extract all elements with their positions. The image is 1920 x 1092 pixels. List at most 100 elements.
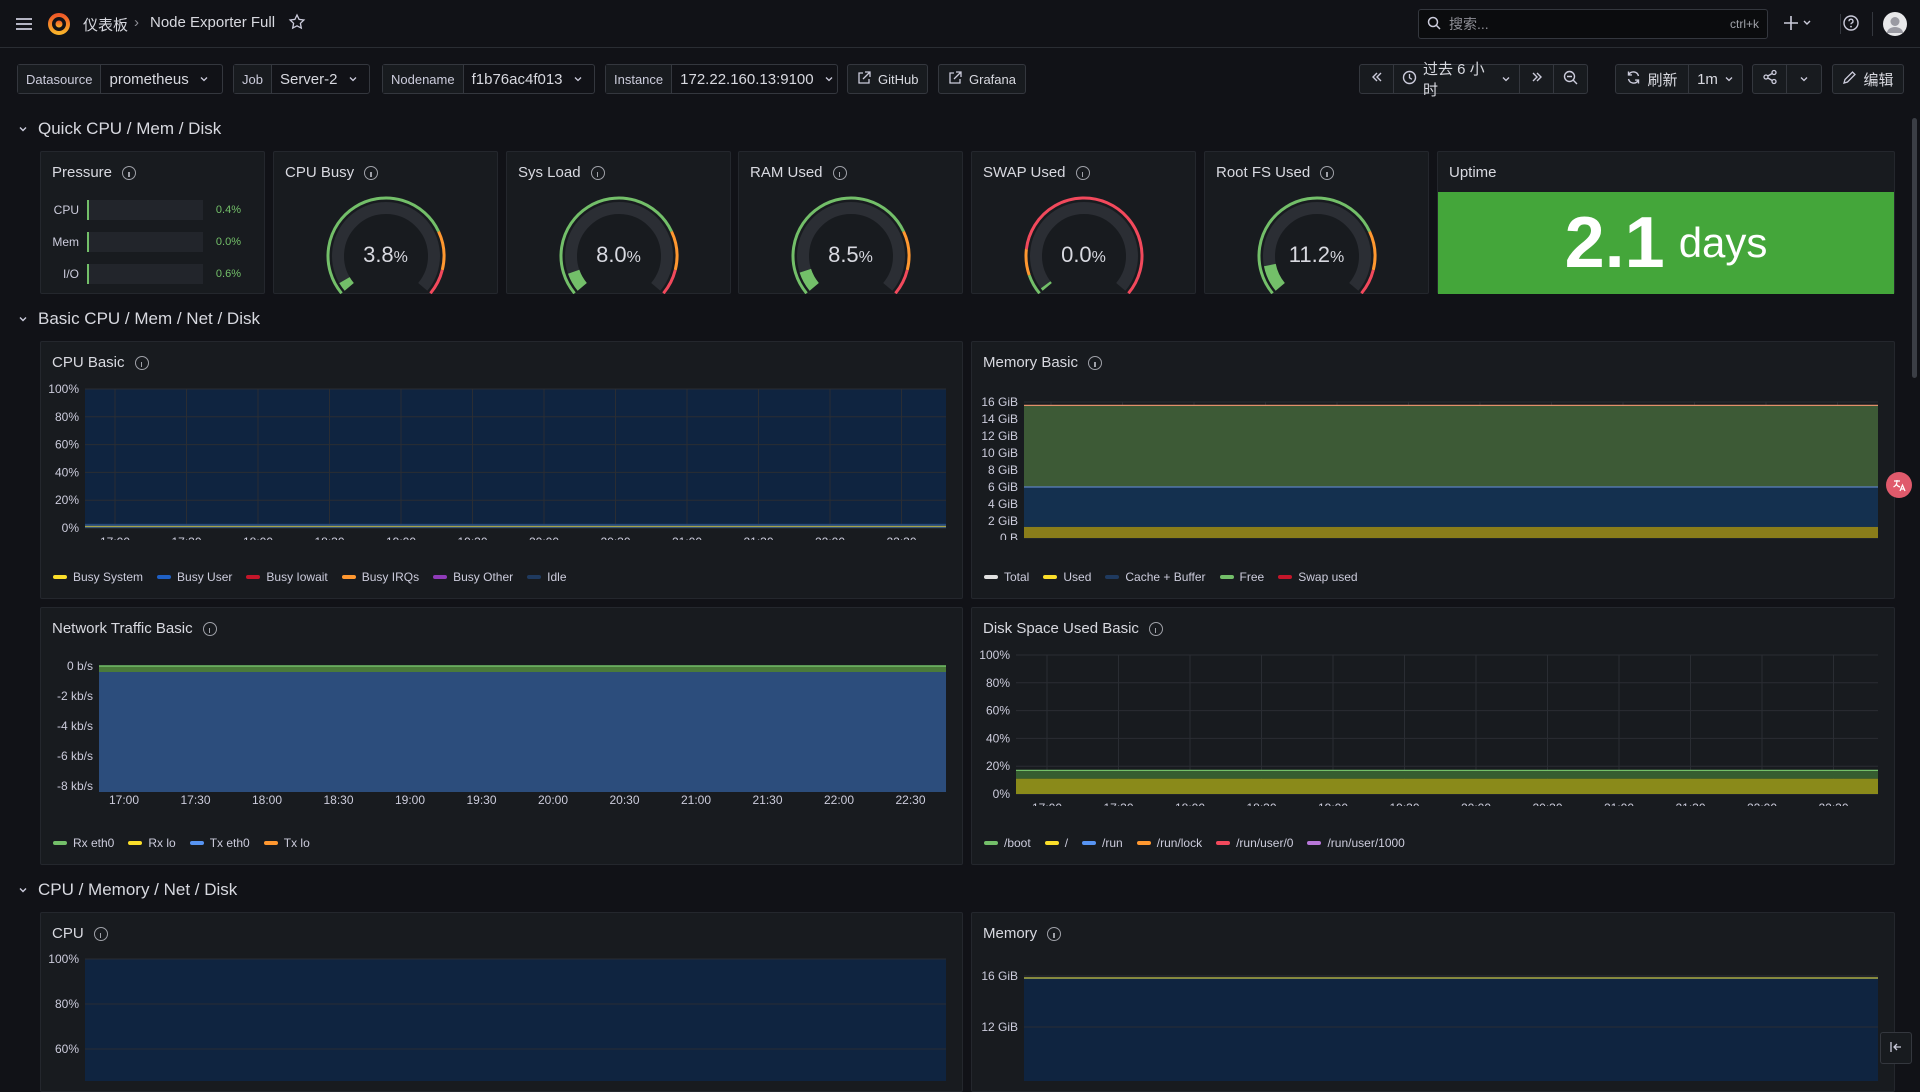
user-avatar[interactable] (1883, 12, 1907, 36)
uptime-stat: 2.1 days (1438, 192, 1894, 294)
gauge-threshold-arc (559, 196, 673, 294)
info-icon[interactable] (202, 621, 217, 636)
x-tick-label: 19:30 (457, 535, 487, 540)
info-icon[interactable] (364, 165, 379, 180)
legend-item[interactable]: Cache + Buffer (1105, 570, 1206, 584)
chevron-down-icon (1501, 71, 1511, 88)
legend-label: Tx eth0 (209, 836, 250, 850)
legend-swatch (1043, 575, 1058, 579)
star-icon[interactable] (288, 13, 306, 31)
toolbar-divider-2 (1872, 12, 1873, 36)
pressure-label: Mem (52, 235, 79, 249)
time-shift-back-button[interactable] (1359, 64, 1394, 94)
info-icon[interactable] (832, 165, 847, 180)
variable-job[interactable]: Job Server-2 (233, 64, 370, 94)
info-icon[interactable] (93, 926, 108, 941)
variable-instance[interactable]: Instance 172.22.160.13:9100 (605, 64, 838, 94)
x-tick-label: 20:30 (600, 535, 630, 540)
info-icon[interactable] (1075, 165, 1090, 180)
idle-area (85, 389, 946, 528)
legend-label: Rx eth0 (73, 836, 115, 850)
legend-label: /run (1102, 836, 1123, 850)
info-icon[interactable] (134, 355, 149, 370)
row-quick-header[interactable]: Quick CPU / Mem / Disk (18, 119, 221, 139)
gauge-threshold-arc (894, 269, 909, 294)
legend-item[interactable]: Busy IRQs (341, 570, 419, 584)
legend-item[interactable]: Idle (527, 570, 567, 584)
info-icon[interactable] (122, 165, 137, 180)
network-basic-chart: 0 b/s -2 kb/s -4 kb/s -6 kb/s -8 kb/s 17:00 17… (57, 659, 946, 806)
legend-item[interactable]: Tx eth0 (189, 836, 250, 850)
info-icon[interactable] (1148, 621, 1163, 636)
grafana-link-button[interactable]: Grafana (938, 64, 1026, 94)
legend-item[interactable]: Busy Other (433, 570, 513, 584)
y-tick-label: 20% (986, 759, 1010, 773)
y-tick-label: 8 GiB (988, 463, 1018, 477)
info-icon[interactable] (1320, 165, 1335, 180)
github-link-button[interactable]: GitHub (847, 64, 929, 94)
legend-item[interactable]: Busy Iowait (246, 570, 328, 584)
add-icon[interactable] (1784, 14, 1814, 32)
gauge-unit: % (1329, 249, 1345, 266)
gauge-threshold-arc (1257, 196, 1371, 294)
gauge-unit: % (393, 249, 408, 266)
y-tick-label: -2 kb/s (57, 689, 93, 703)
info-icon[interactable] (590, 165, 605, 180)
row-basic-header[interactable]: Basic CPU / Mem / Net / Disk (18, 309, 260, 329)
legend-item[interactable]: Busy User (157, 570, 232, 584)
y-tick-label: 10 GiB (981, 446, 1018, 460)
gauge-value-arc (568, 269, 587, 291)
external-link-icon (857, 70, 871, 88)
share-options-button[interactable] (1786, 64, 1822, 94)
gauge-threshold-arc (1027, 274, 1041, 294)
legend-item[interactable]: Rx eth0 (53, 836, 114, 850)
legend-label: /run/lock (1156, 836, 1203, 850)
legend-item[interactable]: Total (984, 570, 1029, 584)
legend-item[interactable]: /run/lock (1136, 836, 1203, 850)
legend-item[interactable]: Rx lo (128, 836, 176, 850)
legend-swatch (53, 575, 67, 579)
breadcrumb-home[interactable]: 仪表板 (83, 17, 129, 34)
share-button[interactable] (1752, 64, 1787, 94)
legend-item[interactable]: Busy System (53, 570, 143, 584)
legend-item[interactable]: Used (1043, 570, 1091, 584)
legend-item[interactable]: /run/user/1000 (1307, 836, 1405, 850)
grafana-logo-icon[interactable] (47, 12, 71, 36)
y-tick-label: 20% (55, 493, 79, 507)
legend-swatch (263, 841, 278, 845)
pressure-row-mem: Mem 0.0% (49, 232, 241, 252)
refresh-button[interactable]: 刷新 (1615, 64, 1689, 94)
pencil-icon (1842, 70, 1857, 89)
legend-item[interactable]: Tx lo (263, 836, 310, 850)
refresh-interval-picker[interactable]: 1m (1688, 64, 1743, 94)
refresh-icon (1626, 70, 1641, 89)
search-input[interactable]: 搜索... ctrl+k (1418, 9, 1768, 39)
legend-label: Used (1063, 570, 1092, 584)
variable-nodename[interactable]: Nodename f1b76ac4f013 (382, 64, 595, 94)
legend-item[interactable]: / (1044, 836, 1068, 850)
time-range-picker[interactable]: 过去 6 小时 (1393, 61, 1520, 99)
info-icon[interactable] (1088, 355, 1103, 370)
chevron-down-icon (199, 71, 209, 88)
menu-icon[interactable] (12, 12, 36, 36)
legend-item[interactable]: /boot (984, 836, 1031, 850)
row-detail-header[interactable]: CPU / Memory / Net / Disk (18, 880, 237, 900)
info-icon[interactable] (1047, 926, 1062, 941)
pressure-bar-fill (87, 200, 89, 220)
variable-datasource[interactable]: Datasource prometheus (17, 64, 223, 94)
scrollbar[interactable] (1912, 118, 1917, 378)
time-shift-forward-button[interactable] (1519, 64, 1554, 94)
collapse-panel-button[interactable] (1880, 1032, 1912, 1064)
legend-item[interactable]: /run/user/0 (1216, 836, 1293, 850)
zoom-out-button[interactable] (1553, 64, 1588, 94)
x-tick-label: 18:00 (1175, 801, 1205, 806)
gauge-value-arc (1040, 281, 1052, 291)
translate-icon[interactable] (1886, 472, 1912, 498)
legend-item[interactable]: Swap used (1278, 570, 1358, 584)
breadcrumb-separator: › (134, 14, 139, 31)
chevrons-right-icon (1530, 70, 1544, 88)
help-icon[interactable] (1842, 14, 1860, 32)
edit-button[interactable]: 编辑 (1832, 64, 1904, 94)
legend-item[interactable]: Free (1219, 570, 1264, 584)
legend-item[interactable]: /run (1082, 836, 1123, 850)
